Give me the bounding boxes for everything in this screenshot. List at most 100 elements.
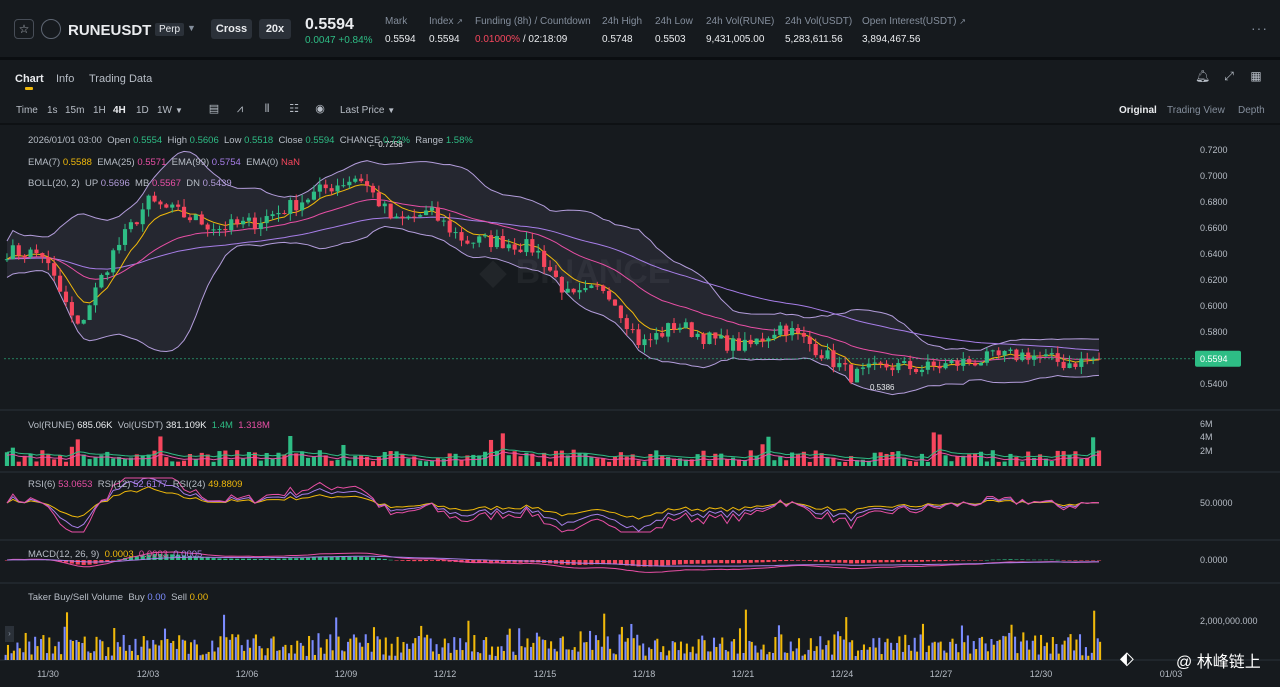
taker-buy-bar [636, 634, 639, 660]
taker-buy-bar [299, 642, 302, 660]
taker-sell-bar [343, 651, 346, 660]
volume-bar [795, 453, 801, 466]
interval-15m[interactable]: 15m [65, 105, 85, 116]
taker-sell-bar [762, 644, 765, 660]
interval-1w[interactable]: 1W [157, 105, 172, 116]
taker-buy-bar [335, 617, 338, 660]
view-depth[interactable]: Depth [1238, 105, 1265, 116]
price-change: 0.0047 +0.84% [305, 35, 373, 46]
time-axis-label: 12/15 [534, 669, 557, 679]
candle-body [978, 362, 984, 366]
interval-4h[interactable]: 4H [113, 105, 126, 116]
taker-sell-bar [797, 638, 801, 660]
scroll-left-button[interactable]: › [5, 626, 14, 642]
taker-sell-bar [1010, 624, 1013, 660]
taker-buy-bar [87, 651, 90, 660]
interval-1h[interactable]: 1H [93, 105, 106, 116]
taker-sell-bar [980, 636, 984, 660]
candle-body [63, 291, 69, 303]
tab-chart[interactable]: Chart [15, 73, 44, 85]
display-settings-icon[interactable]: ◉ [315, 103, 325, 115]
taker-sell-bar [437, 653, 440, 660]
taker-sell-bar [414, 638, 417, 660]
taker-buy-bar [40, 638, 43, 660]
volume-bar [370, 461, 376, 466]
macd-histogram-bar [1026, 559, 1031, 561]
time-axis-label: 12/12 [434, 669, 457, 679]
margin-mode-button[interactable]: Cross [211, 19, 252, 39]
indicator-icon[interactable]: ⩘ [236, 103, 244, 115]
interval-1s[interactable]: 1s [47, 105, 58, 116]
volume-bar [607, 461, 612, 466]
volume-bar [305, 457, 311, 466]
taker-buy-bar [4, 654, 7, 660]
alert-bell-icon[interactable]: 🔔︎ [1195, 69, 1211, 83]
settings-sliders-icon[interactable]: ☷ [289, 103, 299, 115]
symbol-dropdown-caret-icon[interactable]: ▼ [187, 23, 196, 33]
candle-body [500, 236, 505, 249]
candle-body [742, 339, 747, 351]
taker-sell-bar [744, 609, 747, 660]
taker-buy-bar [919, 634, 922, 660]
view-trading-view[interactable]: Trading View [1167, 105, 1225, 116]
chart-type-icon[interactable]: ⫴ [264, 103, 270, 115]
grid-layout-icon[interactable]: ▦ [1250, 69, 1262, 83]
macd-histogram-bar [465, 560, 470, 563]
macd-histogram-bar [418, 560, 423, 562]
macd-histogram-bar [860, 560, 865, 564]
macd-histogram-bar [618, 560, 623, 565]
volume-bar [778, 456, 783, 466]
stat-label-index[interactable]: Index ↗ [429, 16, 463, 27]
taker-buy-bar [630, 623, 633, 660]
stat-value-24h-low: 0.5503 [655, 34, 686, 45]
taker-buy-bar [453, 637, 456, 660]
time-axis-label: 12/06 [236, 669, 259, 679]
favorite-star-icon[interactable]: ☆ [14, 19, 34, 39]
macd-histogram-bar [205, 557, 210, 560]
macd-histogram-bar [353, 556, 358, 560]
candle-body [1055, 353, 1060, 362]
ema25-line [6, 198, 1099, 362]
taker-buy-bar [411, 643, 414, 660]
taker-sell-bar [691, 646, 694, 660]
volume-bar [571, 449, 576, 466]
candle-body [878, 362, 883, 364]
leverage-button[interactable]: 20x [259, 19, 291, 39]
tab-info[interactable]: Info [56, 73, 75, 85]
taker-buy-bar [606, 636, 609, 660]
symbol-name[interactable]: RUNEUSDT [68, 22, 152, 39]
taker-buy-bar [943, 650, 946, 660]
candle-body [612, 299, 618, 306]
taker-axis-label: 2,000,000.000 [1200, 616, 1258, 626]
macd-histogram-bar [1091, 560, 1096, 561]
interval-1d[interactable]: 1D [136, 105, 149, 116]
macd-histogram-bar [825, 560, 830, 562]
fullscreen-icon[interactable]: ⤢ [1224, 69, 1234, 83]
taker-sell-bar [48, 637, 51, 660]
taker-sell-bar [927, 645, 930, 660]
volume-bar [784, 460, 789, 466]
macd-histogram-bar [294, 558, 299, 560]
macd-axis-label: 0.0000 [1200, 555, 1228, 565]
candle-body [530, 239, 535, 253]
candle-body [140, 209, 145, 225]
taker-sell-bar [302, 645, 305, 660]
tab-trading-data[interactable]: Trading Data [89, 73, 153, 85]
view-original[interactable]: Original [1119, 105, 1157, 116]
calendar-icon[interactable]: ▤ [208, 103, 220, 115]
taker-buy-bar [1019, 641, 1023, 660]
macd-histogram-bar [81, 560, 86, 565]
more-options-icon[interactable]: ··· [1251, 20, 1268, 36]
candle-body [1037, 355, 1043, 357]
taker-buy-bar [181, 639, 184, 660]
stat-label-open-interest[interactable]: Open Interest(USDT) ↗ [862, 16, 966, 27]
candle-body [152, 195, 157, 202]
macd-histogram-bar [607, 560, 612, 565]
volume-bar [406, 458, 411, 466]
taker-buy-bar [382, 654, 385, 660]
price-type-dropdown[interactable]: Last Price ▼ [340, 105, 396, 116]
time-axis-label: 12/21 [732, 669, 755, 679]
macd-histogram-bar [636, 560, 641, 567]
interval-dropdown-icon[interactable]: ▼ [175, 106, 183, 115]
